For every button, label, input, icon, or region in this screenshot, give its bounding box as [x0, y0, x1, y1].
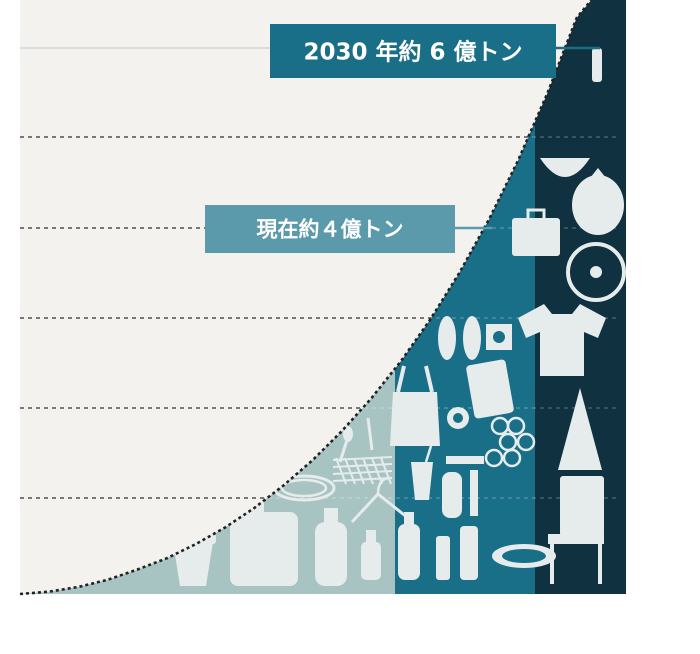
fan-icon [566, 242, 626, 302]
callout-now-label: 現在約４億トン [257, 218, 404, 242]
garbage-bag-icon [572, 168, 624, 235]
cone-icon [558, 388, 602, 470]
callout-now-box [205, 205, 455, 253]
cd-icon [486, 324, 512, 350]
grid-tray-icon [332, 456, 393, 485]
shampoo-icon [436, 472, 478, 580]
cutlery-icon [338, 417, 374, 463]
balls-icon [484, 416, 536, 468]
callouts: 2030 年約 6 億トン 現在約４億トン [205, 24, 600, 253]
slippers-icon [438, 316, 481, 360]
spray-bottle-icon [361, 530, 381, 580]
plate-icon [492, 544, 556, 568]
tall-bottle-icon [592, 48, 602, 82]
detergent-bottle-icon [315, 508, 347, 586]
comb-icon [446, 456, 484, 464]
toothbrush-icon [470, 470, 478, 516]
chair-icon [548, 476, 604, 584]
bag-icon [390, 365, 440, 446]
hanger-icon [350, 476, 409, 524]
shirt-icon [518, 304, 606, 376]
cushion-icon [466, 359, 514, 419]
bowl-icon [540, 158, 590, 177]
suitcase-icon [512, 208, 560, 256]
tape-icon [447, 407, 469, 429]
cup-icon [411, 445, 433, 500]
callout-2030-box [270, 24, 556, 78]
growth-curve [19, 0, 593, 596]
callout-2030-label: 2030 年約 6 億トン [303, 38, 522, 65]
water-bottle-icon [398, 512, 420, 580]
